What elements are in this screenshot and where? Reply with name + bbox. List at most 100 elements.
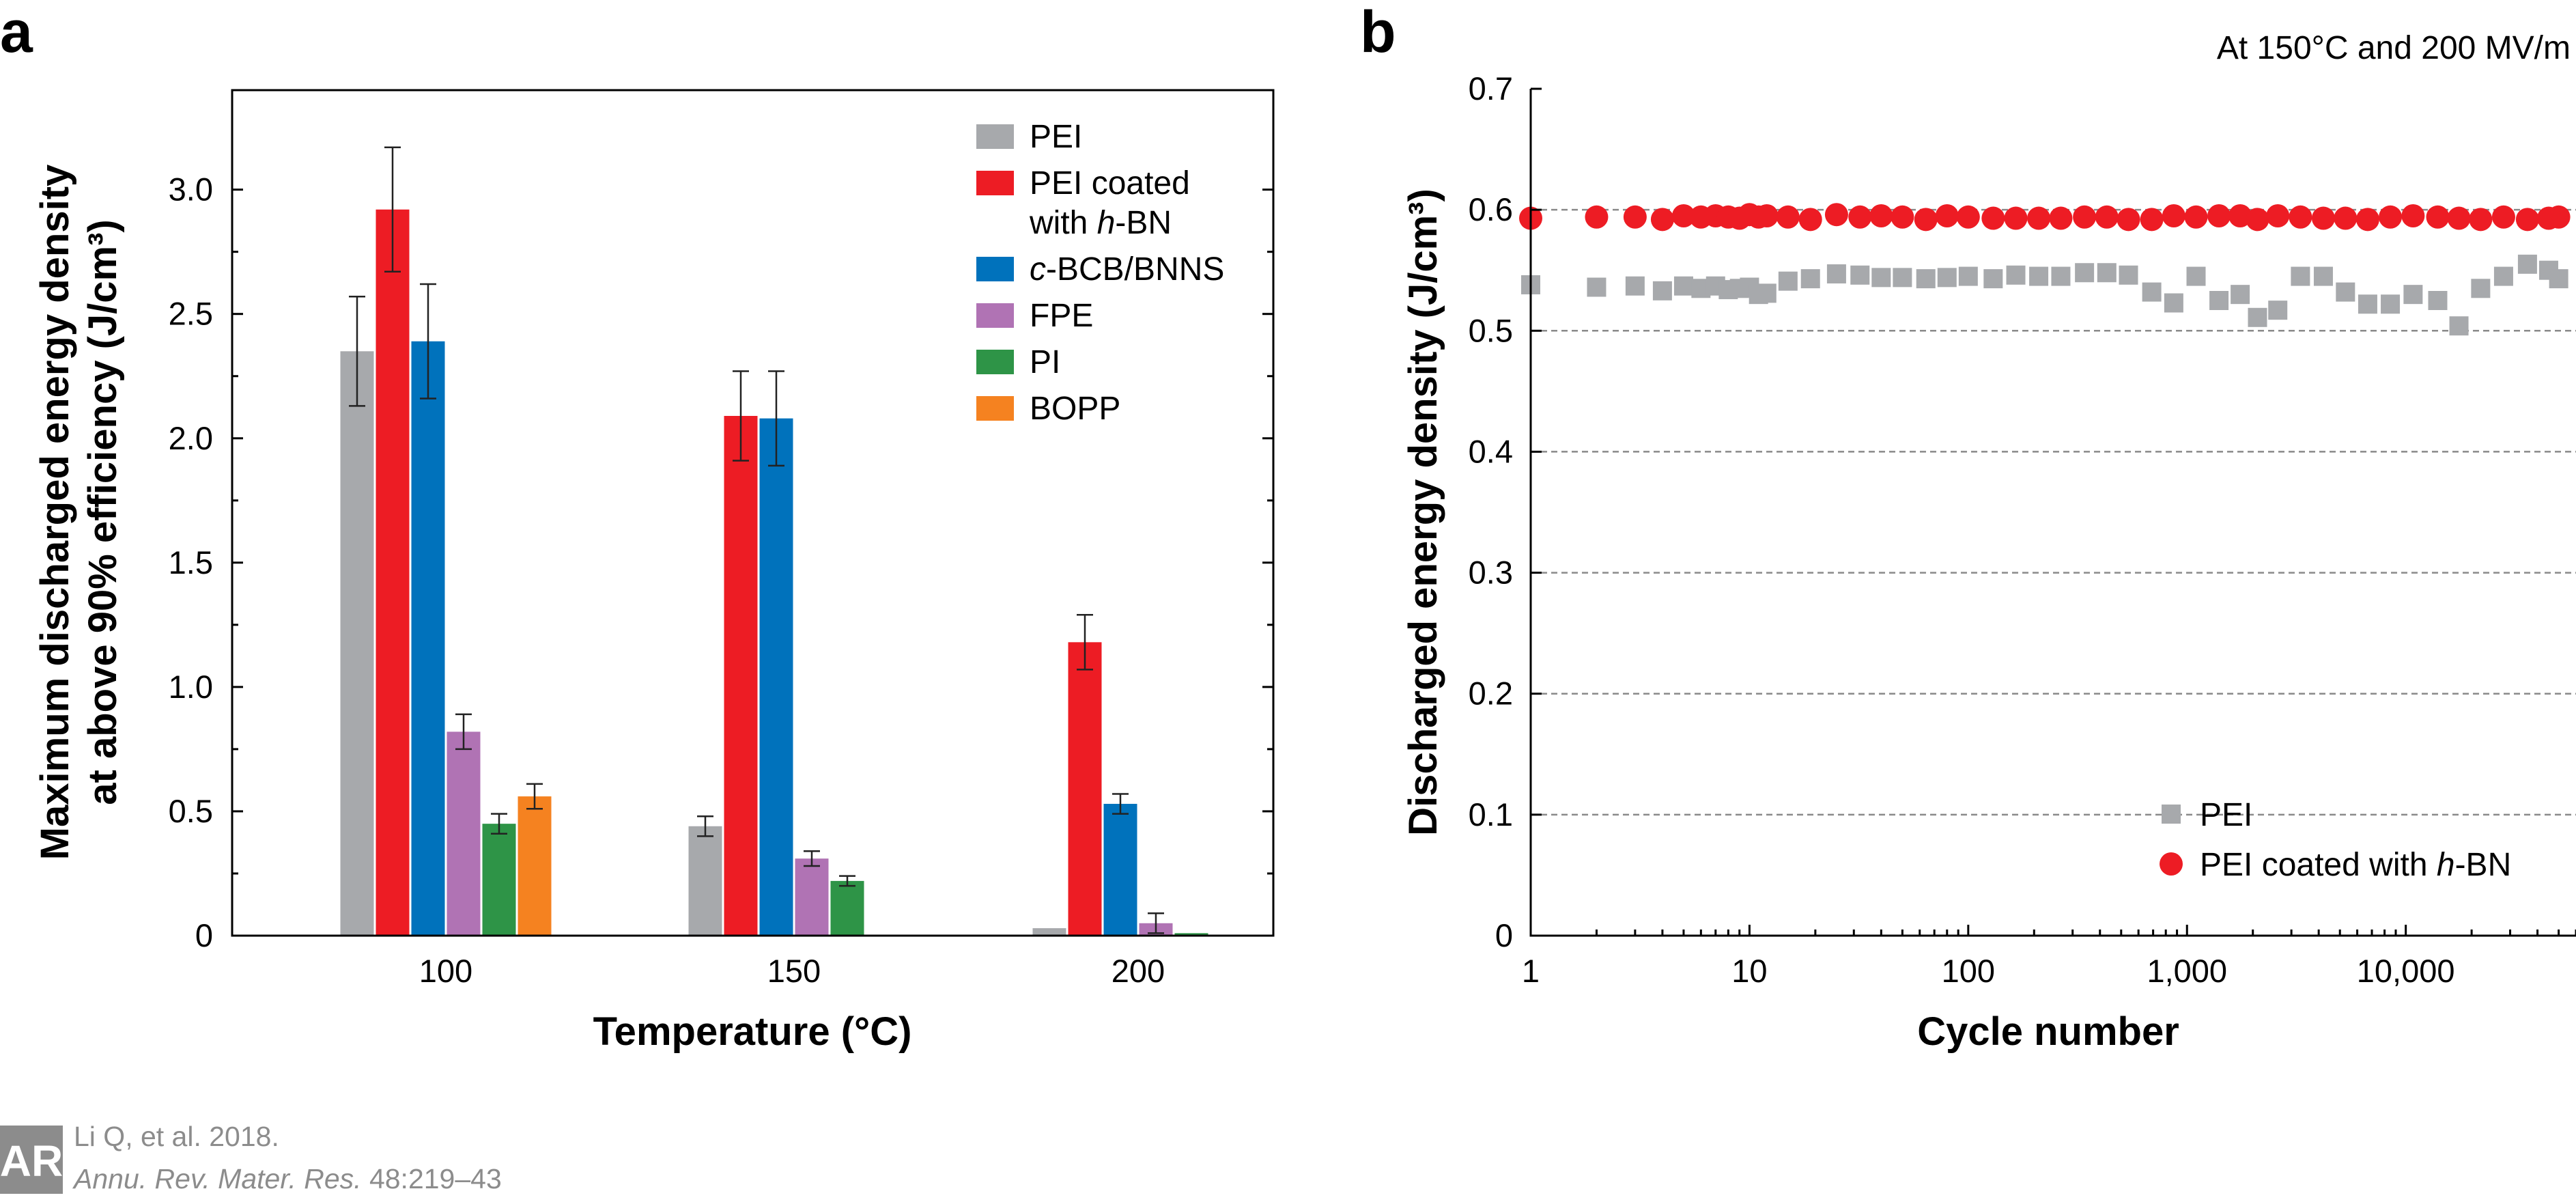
panel-a-bar-PEI_hBN-200: [1068, 642, 1102, 936]
panel-b-point-PEI: [2403, 285, 2423, 305]
panel-a-x-axis-title: Temperature (°C): [593, 1009, 912, 1054]
panel-b-point-PEI: [2336, 282, 2355, 302]
panel-b-legend-label-PEI_hBN-part: -BN: [2455, 847, 2512, 883]
panel-b-point-PEI: [1778, 271, 1798, 291]
panel-b-point-PEI_hBN: [2289, 205, 2312, 229]
panel-a-bar-PEI-150: [688, 826, 722, 936]
panel-a-legend-label-FPE: FPE: [1030, 298, 1093, 334]
panel-a-legend-label-cBCB_BNNS: c-BCB/BNNS: [1030, 251, 1224, 288]
panel-b-point-PEI: [2248, 307, 2267, 327]
panel-a-legend: PEI PEI coated with h-BN c-BCB/BNNS FPE PI BOP…: [976, 119, 1224, 427]
panel-b-legend-marker-PEI: [2162, 805, 2181, 824]
panel-a-y-tick-label: 0: [195, 917, 213, 953]
panel-a-y-tick-label: 2.0: [169, 420, 213, 456]
panel-b-legend-marker-PEI_hBN: [2160, 852, 2183, 876]
panel-b-point-PEI: [1587, 277, 1607, 297]
credit-journal-line: Annu. Rev. Mater. Res. 48:219–43: [72, 1163, 502, 1194]
panel-a-y-tick-label: 1.0: [169, 669, 213, 705]
panel-b-point-PEI_hBN: [2073, 205, 2097, 229]
panel-a-y-axis-title-line1: Maximum discharged energy density: [33, 165, 77, 861]
panel-b-y-tick-label: 0.3: [1469, 555, 1513, 591]
panel-a-legend-label-PEI_hBN-part: h: [1097, 205, 1116, 241]
panel-a-legend-label-PEI_hBN: PEI coated with h-BN: [1029, 165, 1190, 241]
panel-b-point-PEI: [1826, 264, 1846, 284]
panel-a-bar-PEI-100: [340, 351, 374, 936]
panel-b-point-PEI: [2209, 291, 2229, 310]
panel-b-point-PEI: [2493, 266, 2513, 286]
panel-b-point-PEI_hBN: [2447, 206, 2471, 230]
panel-b-point-PEI: [2517, 254, 2537, 274]
panel-b-point-PEI: [2029, 266, 2049, 286]
panel-b-point-PEI_hBN: [2355, 208, 2379, 232]
panel-b-x-tick-label: 1,000: [2147, 953, 2227, 989]
panel-b-point-PEI: [2119, 265, 2138, 285]
panel-b-point-PEI: [1850, 265, 1870, 285]
panel-b-label: b: [1360, 0, 1396, 65]
panel-b-point-PEI_hBN: [2379, 205, 2403, 229]
panel-a-y-axis-title-line2: at above 90% efficiency (J/cm³): [81, 219, 125, 805]
panel-a-legend-label-PEI_hBN-part: with: [1029, 205, 1097, 241]
panel-b-point-PEI: [2381, 294, 2401, 314]
panel-b-point-PEI: [2051, 266, 2071, 286]
publisher-logo: [0, 1126, 63, 1194]
panel-b-point-PEI: [1652, 281, 1672, 300]
panel-b-point-PEI_hBN: [1650, 208, 1674, 232]
panel-b-point-PEI: [2164, 293, 2183, 313]
panel-b-point-PEI: [1958, 266, 1978, 286]
panel-b-point-PEI: [1871, 268, 1891, 288]
panel-a-x-tick-label: 100: [419, 953, 472, 989]
panel-b-point-PEI_hBN: [1935, 204, 1959, 227]
panel-b-point-PEI: [2006, 265, 2026, 285]
panel-b-y-axis-title: Discharged energy density (J/cm³): [1401, 188, 1445, 836]
panel-a-legend-label-PEI: PEI: [1030, 119, 1082, 155]
panel-a-y-tick-label: 2.5: [169, 296, 213, 332]
panel-b-legend-label-PEI: PEI: [2200, 797, 2252, 833]
panel-b-point-PEI_hBN: [2140, 208, 2164, 232]
panel-b-y-tick-label: 0.6: [1469, 191, 1513, 227]
panel-a-bar-PEI_hBN-100: [376, 209, 410, 936]
panel-b-point-PEI: [2268, 300, 2288, 320]
panel-b-point-PEI: [2549, 269, 2568, 289]
panel-a-x-tick-label: 150: [767, 953, 821, 989]
panel-b-point-PEI: [2142, 282, 2162, 302]
panel-b-point-PEI: [2313, 266, 2333, 286]
panel-a-bar-cBCB_BNNS-200: [1103, 804, 1137, 936]
panel-a-bar-PEI_hBN-150: [724, 415, 758, 936]
panel-b-point-PEI_hBN: [1956, 205, 1980, 229]
panel-b-point-PEI_hBN: [1891, 205, 1914, 229]
panel-b-point-PEI_hBN: [1623, 205, 1647, 229]
panel-a-legend-swatch-BOPP: [976, 396, 1014, 421]
panel-a-bar-PI-150: [830, 880, 864, 936]
panel-b-point-PEI: [1893, 268, 1912, 288]
panel-b-y-tick-label: 0.1: [1469, 796, 1513, 833]
credit-journal: Annu. Rev. Mater. Res.: [72, 1163, 362, 1194]
panel-a-bar-chart: a 0 0.5 1.0 1.5 2.0 2.5 3.0 100 150 200 PEI PEI c…: [0, 0, 1275, 1054]
panel-a-legend-label-PEI_hBN-part: PEI coated: [1030, 165, 1190, 201]
credit-block: AR Li Q, et al. 2018. Annu. Rev. Mater. …: [0, 1121, 502, 1194]
panel-b-point-PEI: [1916, 269, 1936, 289]
panel-b-x-tick-label: 10,000: [2357, 953, 2455, 989]
panel-a-legend-swatch-PEI: [976, 124, 1014, 149]
panel-b-point-PEI_hBN: [2547, 205, 2571, 229]
panel-b-y-tick-label: 0.4: [1469, 433, 1513, 469]
panel-b-point-PEI_hBN: [2515, 208, 2539, 232]
panel-b-point-PEI_hBN: [1798, 208, 1822, 232]
panel-b-point-PEI_hBN: [2095, 205, 2119, 229]
panel-b-x-tick-label: 100: [1942, 953, 1995, 989]
panel-b-point-PEI_hBN: [2469, 208, 2493, 232]
panel-a-y-tick-label: 1.5: [169, 544, 213, 581]
panel-a-bar-BOPP-100: [518, 796, 552, 936]
panel-b-legend-label-PEI_hBN-part: h: [2437, 847, 2455, 883]
panel-b-y-tick-label: 0.7: [1469, 70, 1513, 107]
panel-b-point-PEI_hBN: [2401, 204, 2425, 227]
panel-b-point-PEI_hBN: [1585, 205, 1609, 229]
panel-a-label: a: [0, 0, 33, 65]
panel-a-plot-frame: [231, 89, 1275, 937]
panel-b-point-PEI_hBN: [2162, 204, 2185, 227]
panel-b-point-PEI: [1800, 269, 1820, 289]
panel-a-bar-cBCB_BNNS-100: [411, 341, 445, 936]
panel-b-point-PEI_hBN: [2184, 205, 2208, 229]
panel-a-legend-label-cBCB_BNNS-part: -BCB/BNNS: [1046, 251, 1224, 288]
credit-pages: 48:219–43: [362, 1163, 502, 1194]
